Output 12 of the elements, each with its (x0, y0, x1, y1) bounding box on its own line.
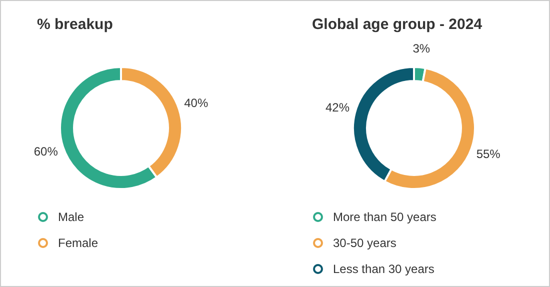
chart-title: % breakup (37, 16, 113, 33)
data-label: 40% (184, 96, 208, 110)
data-label: 3% (412, 42, 430, 56)
chart-title: Global age group - 2024 (312, 16, 482, 33)
data-label: 60% (34, 144, 58, 159)
data-label: 55% (476, 147, 501, 162)
legend-label: More than 50 years (333, 210, 436, 224)
legend-label: Male (58, 210, 84, 224)
legend-label: Female (58, 236, 98, 250)
legend-label: 30-50 years (333, 236, 396, 250)
legend-label: Less than 30 years (333, 262, 434, 276)
data-label: 42% (325, 100, 350, 115)
